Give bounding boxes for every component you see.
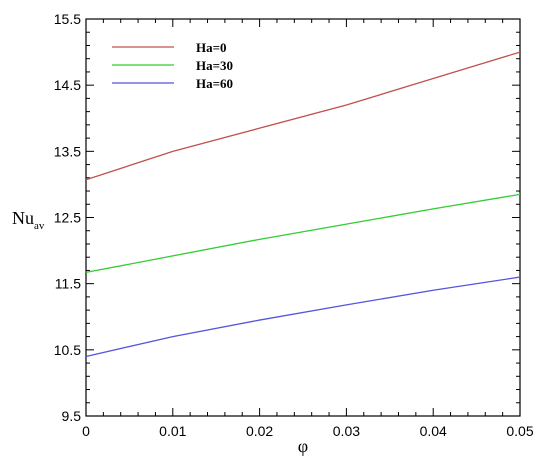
legend-label-1: Ha=0: [196, 40, 227, 55]
x-tick-label: 0.01: [159, 423, 186, 439]
y-axis-title: Nuav: [12, 208, 45, 232]
y-axis-title-subscript: av: [34, 220, 45, 232]
plot-area-frame: [85, 18, 521, 417]
series-line-1: [85, 51, 521, 181]
y-tick-label: 15.5: [54, 11, 81, 27]
series-line-2: [85, 193, 521, 274]
ticks-layer: 0 0.01 0.02 0.03 0.04 0.05 9.5 10.5 11.5 12.5 13.5…: [54, 11, 534, 439]
y-axis-title-main: Nu: [12, 208, 34, 228]
series-line-3: [85, 276, 521, 358]
y-tick-label: 13.5: [54, 143, 81, 159]
legend-label-3: Ha=60: [196, 76, 233, 91]
x-tick-label: 0.02: [246, 423, 273, 439]
y-tick-label: 9.5: [62, 408, 82, 424]
y-tick-label: 11.5: [55, 276, 81, 292]
y-tick-label: 10.5: [54, 342, 81, 358]
x-axis-title: φ: [298, 436, 308, 456]
y-tick-label: 12.5: [54, 210, 81, 226]
legend-label-2: Ha=30: [196, 58, 233, 73]
series-layer: [85, 51, 521, 358]
x-tick-label: 0: [82, 423, 90, 439]
legend: Ha=0 Ha=30 Ha=60: [112, 40, 233, 91]
x-tick-label: 0.04: [420, 423, 447, 439]
x-tick-label: 0.05: [506, 423, 533, 439]
x-tick-label: 0.03: [333, 423, 360, 439]
y-tick-label: 14.5: [54, 77, 81, 93]
